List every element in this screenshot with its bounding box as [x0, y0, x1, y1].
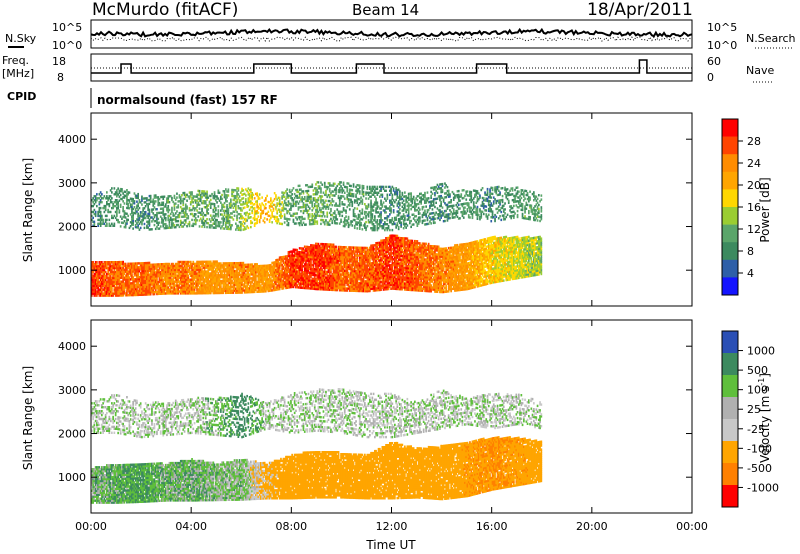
- noise-axis-right-bottom: 10^0: [707, 39, 737, 52]
- noise-panel: N.Sky 10^5 10^0 10^5 10^0 N.Search: [5, 20, 796, 52]
- beam-title: Beam 14: [352, 1, 419, 19]
- noise-axis-right-top: 10^5: [707, 21, 737, 34]
- noise-axis-left-top: 10^5: [52, 21, 82, 34]
- nave-tick-top: 60: [707, 55, 721, 68]
- noise-search-line: [91, 37, 692, 41]
- nave-tick-bottom: 0: [707, 71, 714, 84]
- cpid-text: normalsound (fast) 157 RF: [97, 93, 278, 107]
- noise-axis-left-bottom: 10^0: [52, 39, 82, 52]
- freq-tick-bottom: 8: [57, 71, 64, 84]
- rti-figure: McMurdo (fitACF) Beam 14 18/Apr/2011 N.S…: [0, 0, 800, 554]
- station-title: McMurdo (fitACF): [92, 0, 238, 20]
- power-data-cells: [91, 181, 542, 297]
- nave-label: Nave: [746, 64, 774, 77]
- frequency-line: [91, 60, 692, 73]
- freq-tick-top: 18: [52, 55, 66, 68]
- noise-search-label: N.Search: [746, 32, 796, 45]
- frequency-panel: Freq. [MHz] 18 8 60 0 Nave CPID normalso…: [2, 54, 774, 108]
- cpid-label: CPID: [7, 90, 36, 103]
- data-cell: [96, 261, 98, 263]
- data-cell: [335, 246, 337, 248]
- freq-label-line1: Freq.: [2, 54, 29, 67]
- noise-sky-label: N.Sky: [5, 32, 37, 45]
- data-cell: [333, 244, 335, 246]
- data-cell: [296, 249, 298, 251]
- noise-sky-line: [91, 30, 692, 37]
- freq-label-line2: [MHz]: [2, 67, 34, 80]
- date-title: 18/Apr/2011: [587, 0, 693, 20]
